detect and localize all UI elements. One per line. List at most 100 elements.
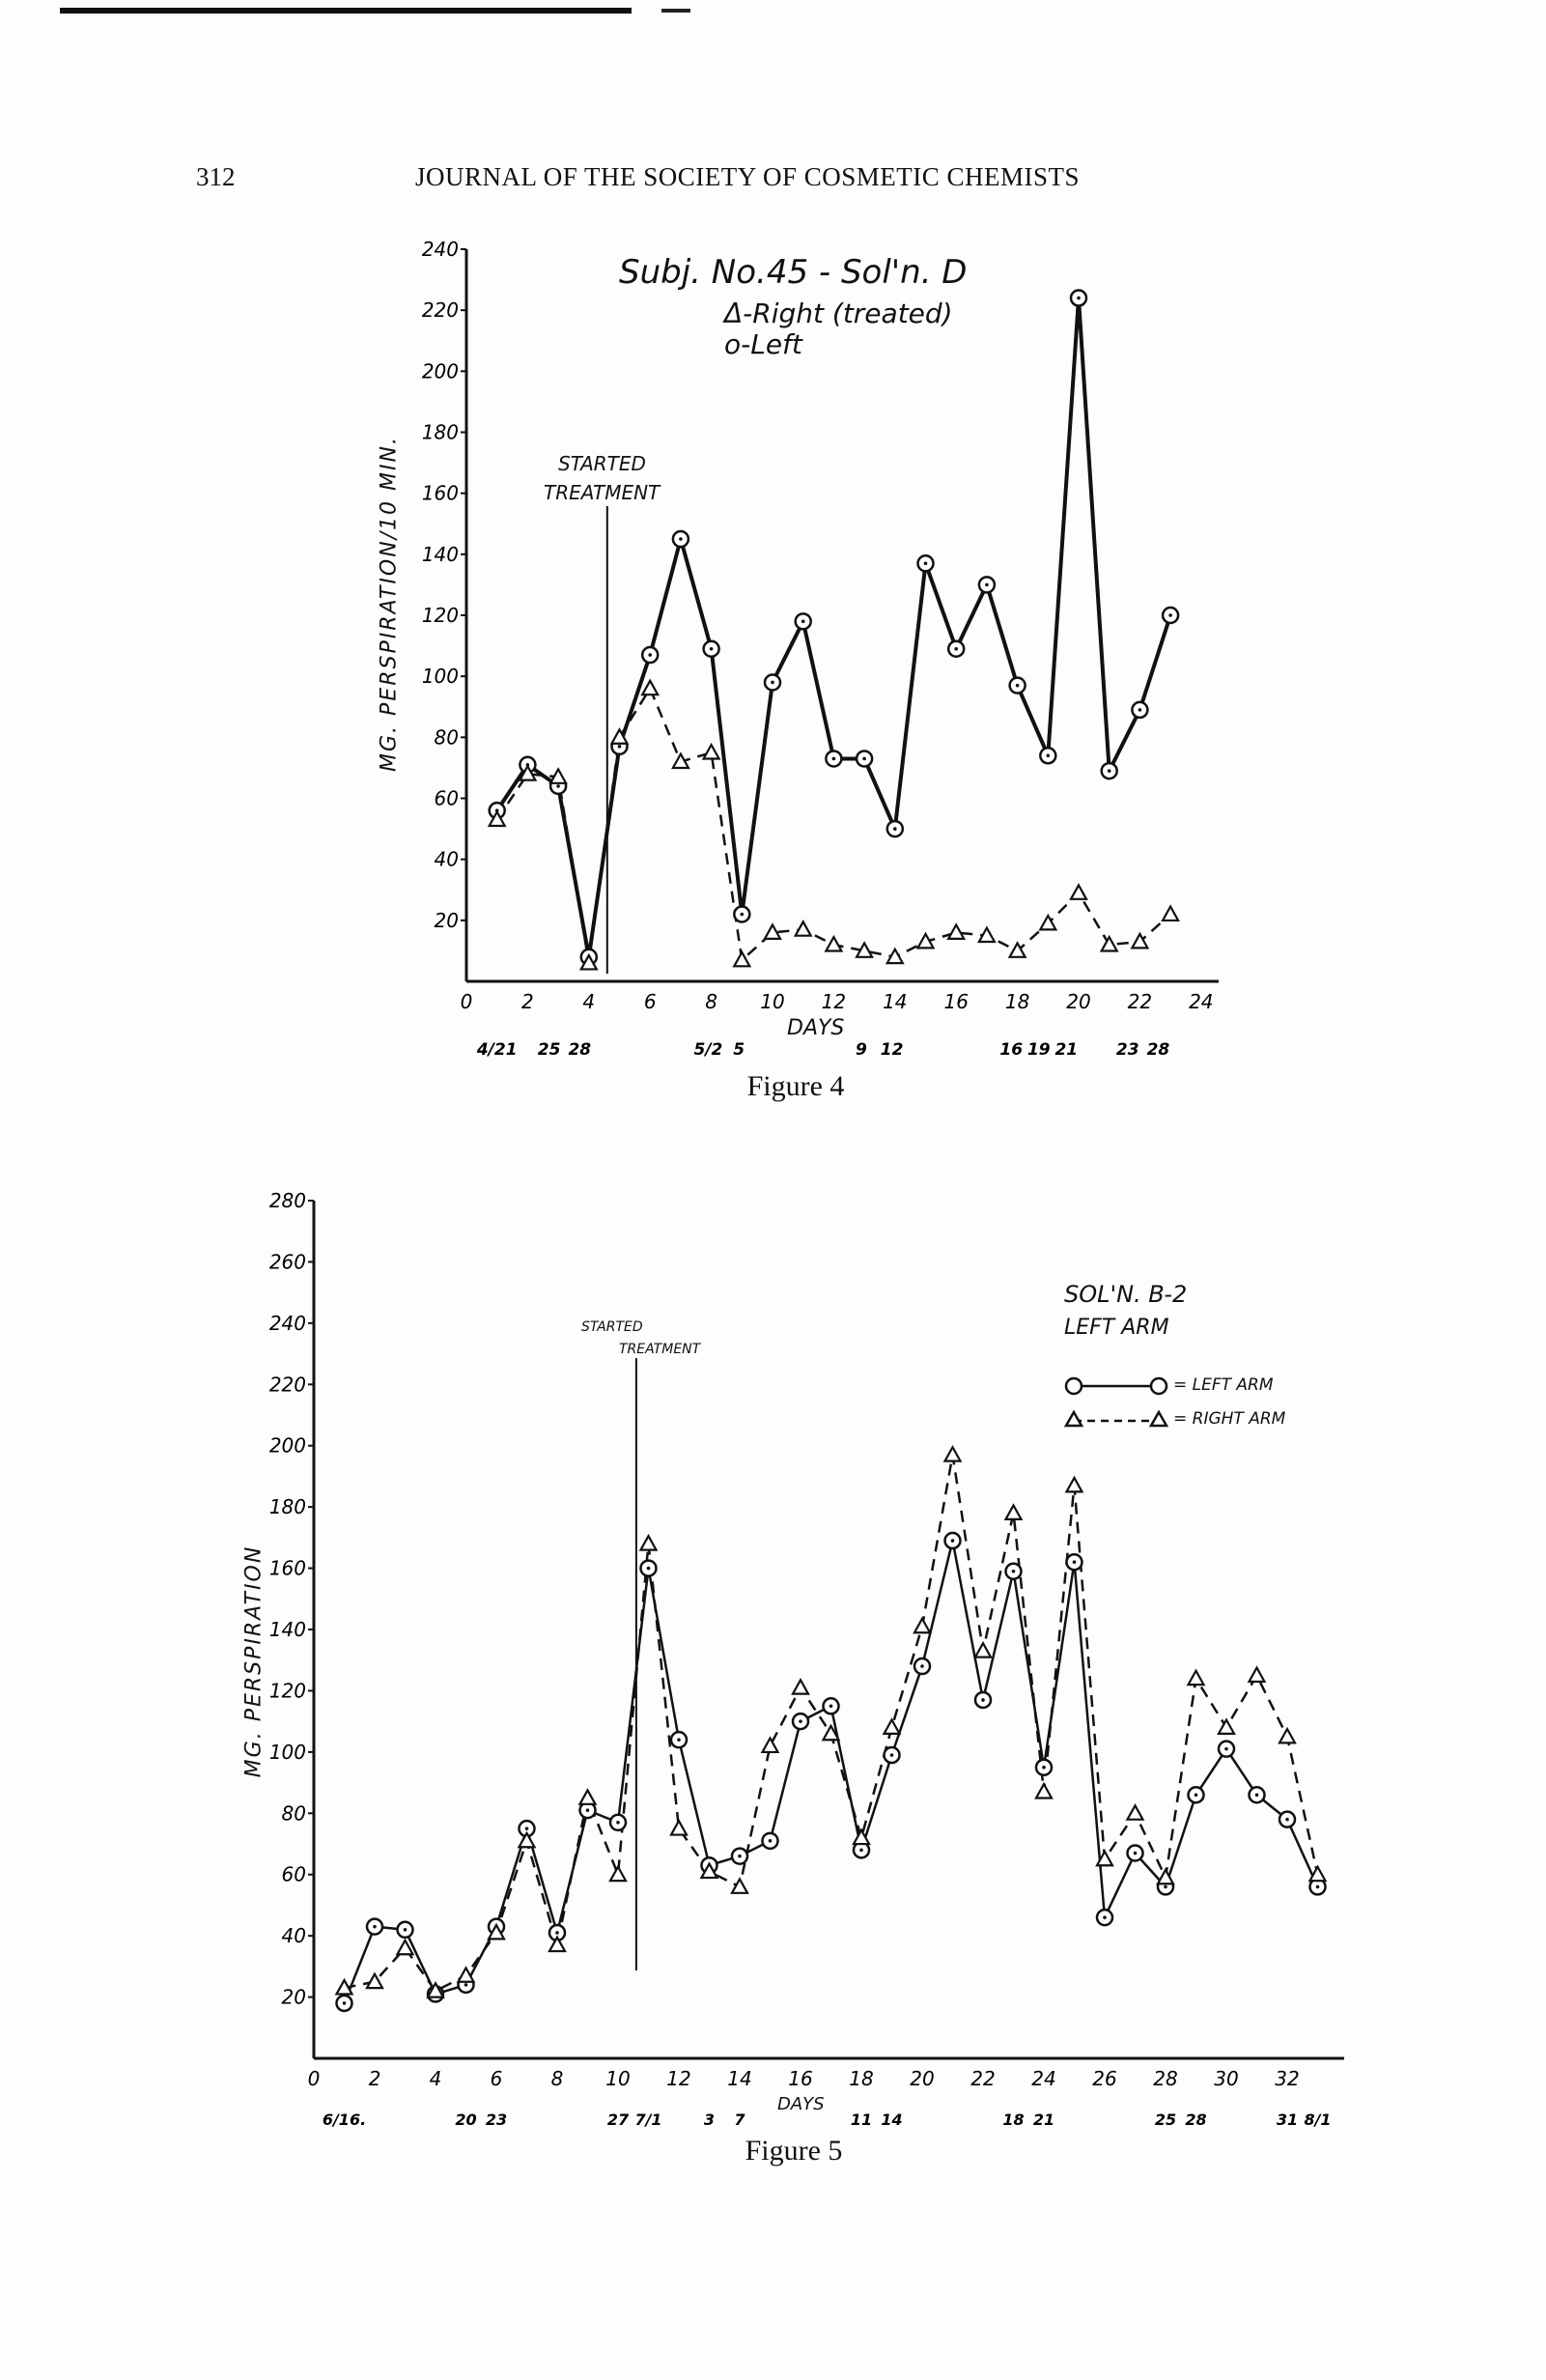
figure4-right-point <box>763 922 782 940</box>
figure4-x-tick-label: 18 <box>1005 990 1029 1013</box>
figure5-date-label: 6/16. <box>323 2111 366 2129</box>
figure5-left-point-dot <box>646 1566 651 1571</box>
figure4-x-tick-label: 14 <box>883 990 907 1013</box>
figure4-left-point-dot <box>1168 613 1172 617</box>
legend-left-circle-icon <box>1064 1376 1083 1396</box>
figure5-right-point <box>1064 1475 1084 1493</box>
figure4-date-label: 23 <box>1116 1040 1139 1060</box>
figure4-legend-right: Δ-Right (treated) <box>724 298 953 329</box>
figure5-legend-right: = RIGHT ARM <box>1173 1409 1286 1429</box>
figure5-left-point-dot <box>1254 1793 1259 1798</box>
figure4-y-tick-label: 100 <box>422 665 459 688</box>
figure5-y-tick-label: 280 <box>269 1189 306 1212</box>
figure4-right-point <box>793 920 813 937</box>
figure5-left-point-dot <box>950 1539 955 1543</box>
figure5-title: SOL'N. B-2 <box>1064 1281 1188 1308</box>
figure5-x-tick-label: 6 <box>491 2067 503 2090</box>
figure5-right-point <box>791 1677 810 1695</box>
figure5-date-label: 14 <box>881 2111 902 2129</box>
figure4-right-point <box>609 727 630 745</box>
figure4-annotation-started: STARTED <box>558 452 646 475</box>
figure5-left-point-dot <box>799 1719 802 1723</box>
figure4-right-point <box>915 931 936 949</box>
figure4-left-point-dot <box>740 912 745 917</box>
figure4-x-tick-label: 4 <box>582 990 595 1013</box>
figure5-left-point-dot <box>1072 1560 1077 1565</box>
figure5-right-point <box>942 1444 963 1462</box>
figure5-left-point-dot <box>1042 1765 1046 1770</box>
figure5-x-label: DAYS <box>777 2094 825 2114</box>
figure5-right-point <box>760 1736 780 1754</box>
figure5-left-point-dot <box>889 1753 894 1757</box>
figure4-y-tick-label: 40 <box>435 848 459 871</box>
figure5-date-label: 20 <box>455 2111 476 2129</box>
figure5-date-label: 3 <box>704 2111 715 2129</box>
figure5-left-point-dot <box>1194 1793 1198 1798</box>
figure5-annotation-treatment: TREATMENT <box>619 1342 701 1357</box>
figure5-left-point-dot <box>373 1924 377 1929</box>
figure4-x-tick-label: 16 <box>943 990 968 1013</box>
figure4-y-tick-label: 120 <box>422 604 459 627</box>
figure5-y-tick-label: 200 <box>269 1434 306 1458</box>
figure5-subtitle: LEFT ARM <box>1064 1316 1169 1340</box>
figure5-right-point <box>973 1640 993 1658</box>
figure5-date-label: 8/1 <box>1304 2111 1331 2129</box>
figure5-left-point-dot <box>738 1854 742 1858</box>
figure5-right-point <box>1095 1849 1114 1867</box>
figure4-left-point-dot <box>648 653 652 657</box>
figure5-x-tick-label: 16 <box>788 2067 812 2090</box>
figure4-right-point <box>824 934 844 952</box>
figure4-right-point <box>1038 913 1058 931</box>
figure5-x-tick-label: 0 <box>308 2067 321 2090</box>
figure5-left-point-dot <box>555 1931 559 1935</box>
figure5-left-point-dot <box>1103 1915 1107 1919</box>
figure4-left-point-dot <box>985 582 989 587</box>
figure4-series-left-line <box>495 296 1173 959</box>
figure4-x-tick-label: 22 <box>1128 990 1152 1013</box>
figure4-x-tick-label: 6 <box>644 990 657 1013</box>
figure5-date-label: 25 <box>1155 2111 1176 2129</box>
figure4-date-label: 28 <box>568 1040 591 1060</box>
figure5-date-label: 21 <box>1033 2111 1054 2129</box>
figure5-annotation-started: STARTED <box>581 1319 643 1335</box>
figure5-legend-left: = LEFT ARM <box>1173 1375 1274 1395</box>
figure5-left-point-dot <box>920 1664 924 1668</box>
figure5-y-tick-label: 180 <box>269 1495 306 1518</box>
figure4-right-point <box>885 947 905 965</box>
figure5-left-point-dot <box>342 2001 347 2005</box>
figure5-date-label: 7 <box>734 2111 745 2129</box>
figure5-x-tick-label: 10 <box>605 2067 630 2090</box>
figure4-left-point-dot <box>1077 296 1081 300</box>
figure5-x-tick-label: 12 <box>666 2067 690 2090</box>
figure4-left-point-dot <box>709 646 714 651</box>
figure5-left-point-dot <box>768 1839 773 1843</box>
figure5-left-point-dot <box>1164 1884 1167 1889</box>
figure4-y-tick-label: 180 <box>422 421 459 444</box>
figure4-date-label: 21 <box>1054 1040 1078 1060</box>
figure4-left-point-dot <box>617 745 622 749</box>
figure5-right-point <box>365 1971 384 1990</box>
figure5-right-point <box>1156 1867 1175 1885</box>
figure4-left-point-dot <box>1138 708 1142 712</box>
figure5-right-point <box>517 1830 537 1849</box>
figure5-x-tick-label: 20 <box>910 2067 934 2090</box>
figure5-caption: Figure 5 <box>745 2135 843 2167</box>
figure4-x-tick-label: 2 <box>521 990 534 1013</box>
figure5-left-point-dot <box>1285 1817 1289 1822</box>
figure5-y-tick-label: 120 <box>269 1679 306 1702</box>
figure4-right-point <box>487 809 507 828</box>
figure5-y-tick-label: 220 <box>269 1373 306 1396</box>
page-number: 312 <box>196 162 236 191</box>
figure5-right-point <box>1186 1668 1206 1686</box>
figure5-right-point <box>395 1938 415 1956</box>
figure5-left-point-dot <box>616 1821 620 1825</box>
figure4-right-point <box>1161 904 1180 922</box>
figure4-right-point <box>977 925 997 944</box>
figure5-right-point <box>638 1533 659 1551</box>
figure4-y-tick-label: 240 <box>422 238 459 261</box>
figure5-right-point <box>487 1922 506 1941</box>
figure5-date-label: 18 <box>1002 2111 1024 2129</box>
figure4-right-point <box>855 941 874 958</box>
